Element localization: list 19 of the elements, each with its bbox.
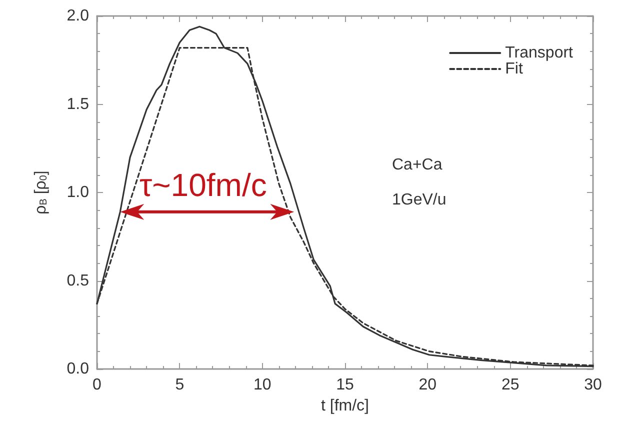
annotation: Ca+Ca — [392, 156, 442, 174]
y-tick-label: 0.5 — [66, 272, 90, 290]
annotation: 1GeV/u — [392, 192, 446, 208]
annotation: τ~10fm/c — [139, 166, 267, 203]
x-tick-label: 0 — [92, 376, 102, 394]
x-axis-title: t [fm/c] — [321, 397, 369, 414]
x-tick-label: 25 — [501, 376, 520, 394]
y-tick-label: 1.5 — [66, 96, 90, 113]
y-tick-label: 1.0 — [66, 184, 90, 201]
x-tick-label: 30 — [584, 376, 602, 394]
x-tick-label: 10 — [253, 376, 272, 394]
legend-label: Transport — [505, 44, 574, 62]
x-tick-label: 15 — [336, 376, 354, 394]
y-tick-label: 0.0 — [66, 360, 90, 378]
x-tick-label: 5 — [175, 376, 184, 394]
legend-label: Fit — [505, 60, 524, 78]
y-tick-label: 2.0 — [66, 8, 90, 24]
x-tick-label: 20 — [418, 376, 437, 394]
y-axis-title: ρB [ρ0] — [32, 170, 50, 214]
